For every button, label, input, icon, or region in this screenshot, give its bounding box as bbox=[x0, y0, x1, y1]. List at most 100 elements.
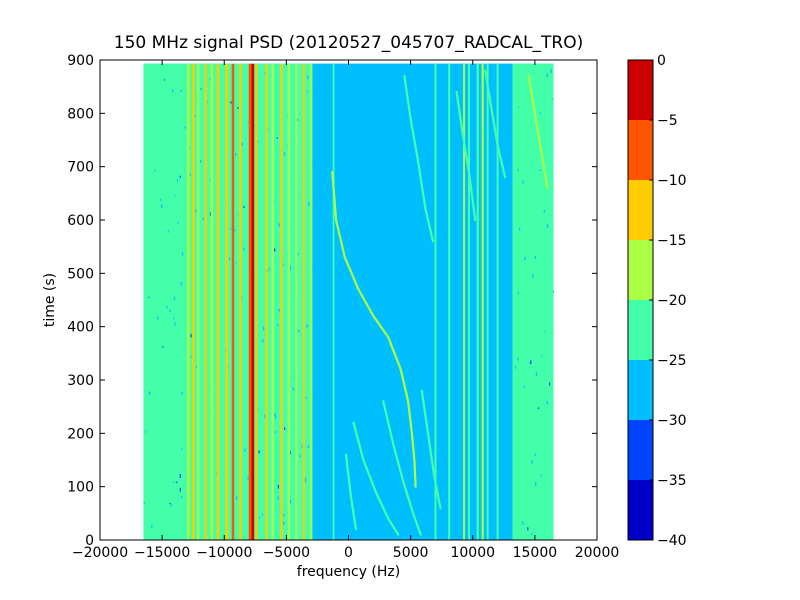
signal-track bbox=[382, 400, 422, 536]
y-axis: 0 100 200 300 400 500 600 700 800 900 bbox=[67, 53, 597, 549]
heatmap-speckle bbox=[237, 213, 239, 215]
heatmap-speckle bbox=[534, 453, 536, 456]
spectral-line bbox=[186, 63, 190, 540]
heatmap-speckle bbox=[151, 525, 153, 528]
colorbar-tick-label: −40 bbox=[657, 533, 687, 549]
heatmap-speckle bbox=[244, 448, 246, 452]
heatmap-speckle bbox=[235, 153, 237, 156]
heatmap-speckle bbox=[202, 217, 204, 220]
heatmap-speckle bbox=[263, 326, 265, 331]
signal-track bbox=[352, 421, 400, 536]
heatmap-speckle bbox=[517, 291, 519, 295]
heatmap-speckle bbox=[301, 444, 303, 448]
heatmap-speckle bbox=[277, 491, 279, 493]
heatmap-speckle bbox=[276, 137, 278, 139]
heatmap-speckle bbox=[275, 415, 277, 420]
spectral-line bbox=[463, 63, 466, 540]
heatmap-speckle bbox=[289, 266, 291, 270]
heatmap-speckle bbox=[181, 448, 183, 450]
heatmap-speckle bbox=[257, 140, 259, 143]
signal-track bbox=[151, 69, 169, 200]
heatmap-speckle bbox=[209, 212, 212, 217]
heatmap-speckle bbox=[515, 366, 517, 369]
spectral-line bbox=[280, 63, 283, 540]
heatmap-speckle bbox=[180, 496, 183, 499]
spectral-line bbox=[197, 63, 200, 540]
y-tick-label: 200 bbox=[67, 426, 94, 442]
heatmap-speckle bbox=[162, 346, 164, 348]
heatmap-speckle bbox=[177, 222, 179, 224]
heatmap-speckle bbox=[174, 194, 176, 196]
heatmap-speckle bbox=[540, 474, 542, 477]
heatmap-speckle bbox=[543, 330, 545, 332]
heatmap-speckle bbox=[173, 317, 175, 320]
heatmap-speckle bbox=[184, 126, 186, 129]
colorbar-tick-label: −15 bbox=[657, 233, 687, 249]
heatmap-speckle bbox=[527, 527, 529, 531]
spectral-line bbox=[332, 63, 335, 540]
heatmap-speckle bbox=[247, 476, 249, 480]
heatmap-speckle bbox=[306, 90, 308, 92]
spectral-line bbox=[248, 63, 252, 540]
colorbar-segment bbox=[628, 420, 653, 480]
spectral-line bbox=[486, 63, 489, 540]
signal-track bbox=[420, 389, 442, 510]
spectral-line bbox=[310, 63, 313, 540]
heatmap-speckle bbox=[523, 385, 525, 388]
spectral-line bbox=[468, 63, 471, 540]
heatmap-speckle bbox=[163, 79, 166, 81]
heatmap-speckle bbox=[179, 487, 181, 492]
heatmap-speckle bbox=[172, 89, 174, 93]
heatmap-speckle bbox=[241, 142, 243, 146]
spectral-line bbox=[146, 63, 149, 540]
heatmap-speckle bbox=[289, 499, 291, 504]
heatmap-speckle bbox=[543, 210, 545, 213]
colorbar-tick-label: −10 bbox=[657, 173, 687, 189]
heatmap-speckle bbox=[179, 175, 181, 178]
heatmap-speckle bbox=[160, 198, 162, 201]
x-axis: −20000 −15000 −10000 −5000 0 5000 10000 15000 20… bbox=[72, 60, 619, 561]
heatmap-speckle bbox=[206, 100, 208, 103]
heatmap-speckle bbox=[209, 77, 212, 81]
x-tick-label: −10000 bbox=[196, 545, 252, 561]
heatmap-speckle bbox=[534, 256, 537, 259]
colorbar-segment bbox=[628, 360, 653, 420]
y-tick-label: 100 bbox=[67, 480, 94, 496]
heatmap-speckle bbox=[261, 514, 264, 516]
heatmap-speckle bbox=[173, 481, 175, 483]
heatmap-speckle bbox=[190, 334, 192, 338]
heatmap-speckle bbox=[274, 431, 276, 434]
heatmap-speckle bbox=[143, 502, 145, 505]
heatmap-speckle bbox=[274, 413, 276, 416]
heatmap-speckle bbox=[278, 308, 280, 312]
heatmap-speckle bbox=[535, 482, 537, 486]
heatmap-speckle bbox=[262, 339, 264, 343]
heatmap-speckle bbox=[180, 281, 182, 286]
heatmap-speckle bbox=[243, 247, 245, 251]
heatmap-speckle bbox=[264, 414, 266, 419]
heatmap-speckle bbox=[517, 106, 519, 108]
signal-track bbox=[344, 453, 358, 531]
heatmap-speckle bbox=[277, 485, 279, 489]
colorbar-tick-label: −30 bbox=[657, 413, 687, 429]
heatmap-speckle bbox=[236, 496, 238, 500]
chart-title: 150 MHz signal PSD (20120527_045707_RADC… bbox=[114, 33, 583, 53]
heatmap-speckle bbox=[519, 227, 521, 231]
heatmap-speckle bbox=[179, 474, 181, 478]
heatmap-speckle bbox=[551, 98, 553, 100]
spectral-line bbox=[225, 63, 229, 540]
heatmap-speckle bbox=[552, 290, 554, 293]
heatmap-speckle bbox=[166, 306, 168, 309]
heatmap-speckle bbox=[235, 262, 237, 264]
spectral-line bbox=[287, 63, 290, 540]
spectral-line bbox=[434, 63, 437, 540]
heatmap-band-region bbox=[143, 63, 185, 540]
heatmap-speckle bbox=[539, 112, 541, 114]
heatmap-speckle bbox=[530, 360, 532, 365]
heatmap-speckle bbox=[307, 75, 309, 79]
heatmap-speckle bbox=[282, 263, 284, 266]
heatmap-speckle bbox=[546, 73, 548, 78]
spectrogram-heatmap bbox=[143, 63, 554, 540]
spectral-line bbox=[251, 63, 255, 540]
heatmap-speckle bbox=[190, 355, 192, 358]
